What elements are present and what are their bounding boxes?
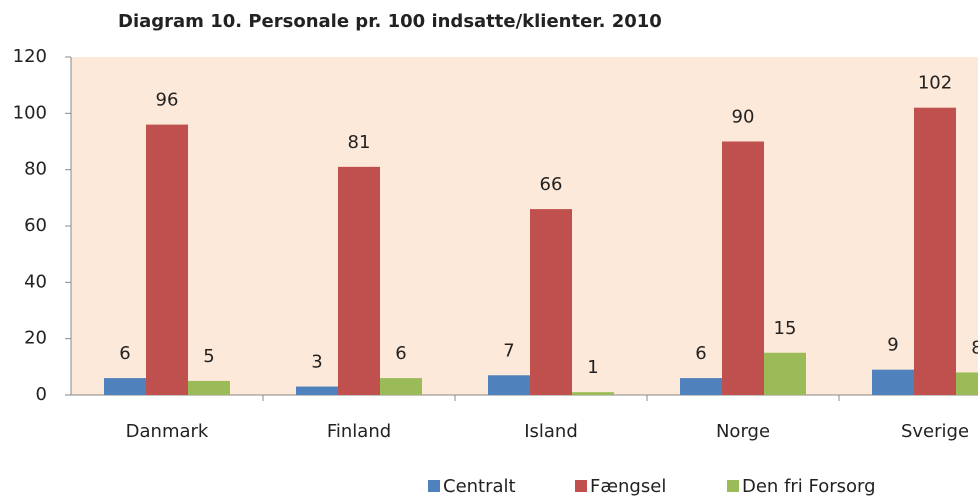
- value-label: 6: [695, 343, 706, 364]
- legend-label: Centralt: [443, 476, 516, 497]
- x-tick-label: Sverige: [901, 421, 969, 442]
- value-label: 6: [119, 343, 130, 364]
- value-label: 3: [311, 352, 322, 373]
- legend-swatch: [575, 480, 587, 492]
- bar: [488, 375, 530, 395]
- bar: [680, 378, 722, 395]
- plot-area: [71, 57, 978, 395]
- value-label: 9: [887, 335, 898, 356]
- bar: [764, 352, 806, 395]
- x-tick-label: Finland: [327, 421, 391, 442]
- value-label: 90: [732, 107, 755, 128]
- bar: [104, 378, 146, 395]
- legend-label: Den fri Forsorg: [742, 476, 876, 497]
- y-tick-label: 100: [13, 102, 47, 123]
- y-tick-label: 120: [13, 46, 47, 67]
- chart-title: Diagram 10. Personale pr. 100 indsatte/k…: [118, 11, 662, 32]
- bar: [380, 378, 422, 395]
- y-tick-label: 60: [24, 215, 47, 236]
- value-label: 8: [971, 337, 978, 358]
- x-tick-label: Norge: [716, 421, 770, 442]
- bar: [722, 141, 764, 395]
- value-label: 102: [918, 73, 952, 94]
- legend-label: Fængsel: [590, 476, 666, 497]
- legend-swatch: [727, 480, 739, 492]
- bar: [872, 369, 914, 395]
- x-tick-label: Danmark: [126, 421, 209, 442]
- value-label: 7: [503, 340, 514, 361]
- bar: [146, 124, 188, 395]
- y-tick-label: 80: [24, 159, 47, 180]
- x-tick-label: Island: [524, 421, 578, 442]
- bar: [338, 166, 380, 395]
- value-label: 6: [395, 343, 406, 364]
- bar: [956, 372, 978, 395]
- value-label: 1: [587, 357, 598, 378]
- y-tick-label: 40: [24, 271, 47, 292]
- bar: [296, 386, 338, 395]
- y-tick-label: 20: [24, 328, 47, 349]
- y-tick-label: 0: [36, 384, 47, 405]
- bar: [914, 107, 956, 395]
- legend-swatch: [428, 480, 440, 492]
- value-label: 15: [774, 318, 797, 339]
- bar: [530, 209, 572, 395]
- value-label: 5: [203, 346, 214, 367]
- value-label: 96: [156, 90, 179, 111]
- bar: [572, 392, 614, 395]
- bar: [188, 380, 230, 395]
- value-label: 81: [348, 132, 371, 153]
- value-label: 66: [540, 174, 563, 195]
